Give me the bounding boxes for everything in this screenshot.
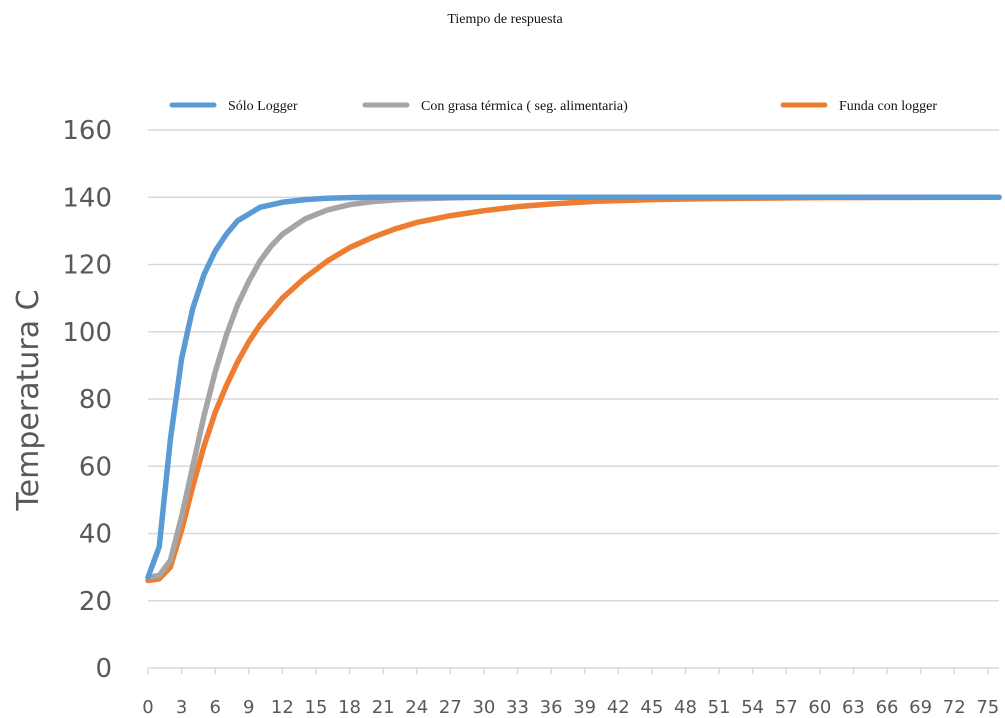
x-tick-label: 9 (243, 697, 254, 718)
y-tick-label: 0 (95, 654, 112, 684)
x-tick-label: 51 (708, 697, 731, 718)
x-tick-label: 30 (472, 697, 495, 718)
x-tick-label: 36 (540, 697, 563, 718)
x-tick-label: 0 (142, 697, 153, 718)
y-tick-label: 60 (79, 452, 112, 482)
x-tick-label: 18 (338, 697, 361, 718)
x-tick-label: 6 (209, 697, 220, 718)
series-line-3 (145, 194, 1002, 584)
x-tick-label: 63 (842, 697, 865, 718)
x-tick-label: 27 (439, 697, 462, 718)
x-tick-label: 21 (372, 697, 395, 718)
legend-label: Con grasa térmica ( seg. alimentaria) (421, 99, 628, 114)
x-tick-label: 42 (607, 697, 630, 718)
x-tick-label: 12 (271, 697, 294, 718)
y-tick-label: 100 (62, 318, 112, 348)
y-tick-label: 120 (62, 251, 112, 281)
x-tick-label: 48 (674, 697, 697, 718)
y-tick-label: 40 (79, 520, 112, 550)
x-tick-label: 69 (909, 697, 932, 718)
y-tick-label: 20 (79, 587, 112, 617)
series-line-1 (145, 194, 1002, 580)
x-axis (147, 667, 999, 674)
legend-label: Funda con logger (839, 99, 937, 114)
chart-title: Tiempo de respuesta (447, 12, 563, 27)
x-tick-label: 24 (405, 697, 428, 718)
y-tick-label: 160 (62, 116, 112, 146)
y-tick-labels: 0 20 40 60 80 100 120 140 160 (62, 116, 112, 684)
y-tick-label: 80 (79, 385, 112, 415)
series-lines (145, 194, 1002, 584)
x-tick-label: 45 (640, 697, 663, 718)
x-tick-label: 57 (775, 697, 798, 718)
x-tick-label: 33 (506, 697, 529, 718)
x-tick-label: 66 (876, 697, 899, 718)
x-tick-label: 15 (305, 697, 328, 718)
x-tick-label: 54 (741, 697, 764, 718)
y-tick-label: 140 (62, 183, 112, 213)
x-tick-label: 3 (176, 697, 187, 718)
x-tick-label: 39 (573, 697, 596, 718)
series-line-2 (145, 194, 1002, 580)
gridlines (148, 129, 999, 602)
x-tick-label: 60 (808, 697, 831, 718)
legend-label: Sólo Logger (228, 99, 298, 114)
y-axis-label: Temperatura C (11, 289, 46, 511)
x-tick-labels: 0 3 6 9 12 15 18 21 24 27 30 33 36 39 42 45 48 51 54 57 60 63… (142, 697, 999, 718)
x-tick-label: 72 (943, 697, 966, 718)
legend: Sólo Logger Con grasa térmica ( seg. alim… (169, 99, 937, 114)
x-tick-label: 75 (976, 697, 999, 718)
